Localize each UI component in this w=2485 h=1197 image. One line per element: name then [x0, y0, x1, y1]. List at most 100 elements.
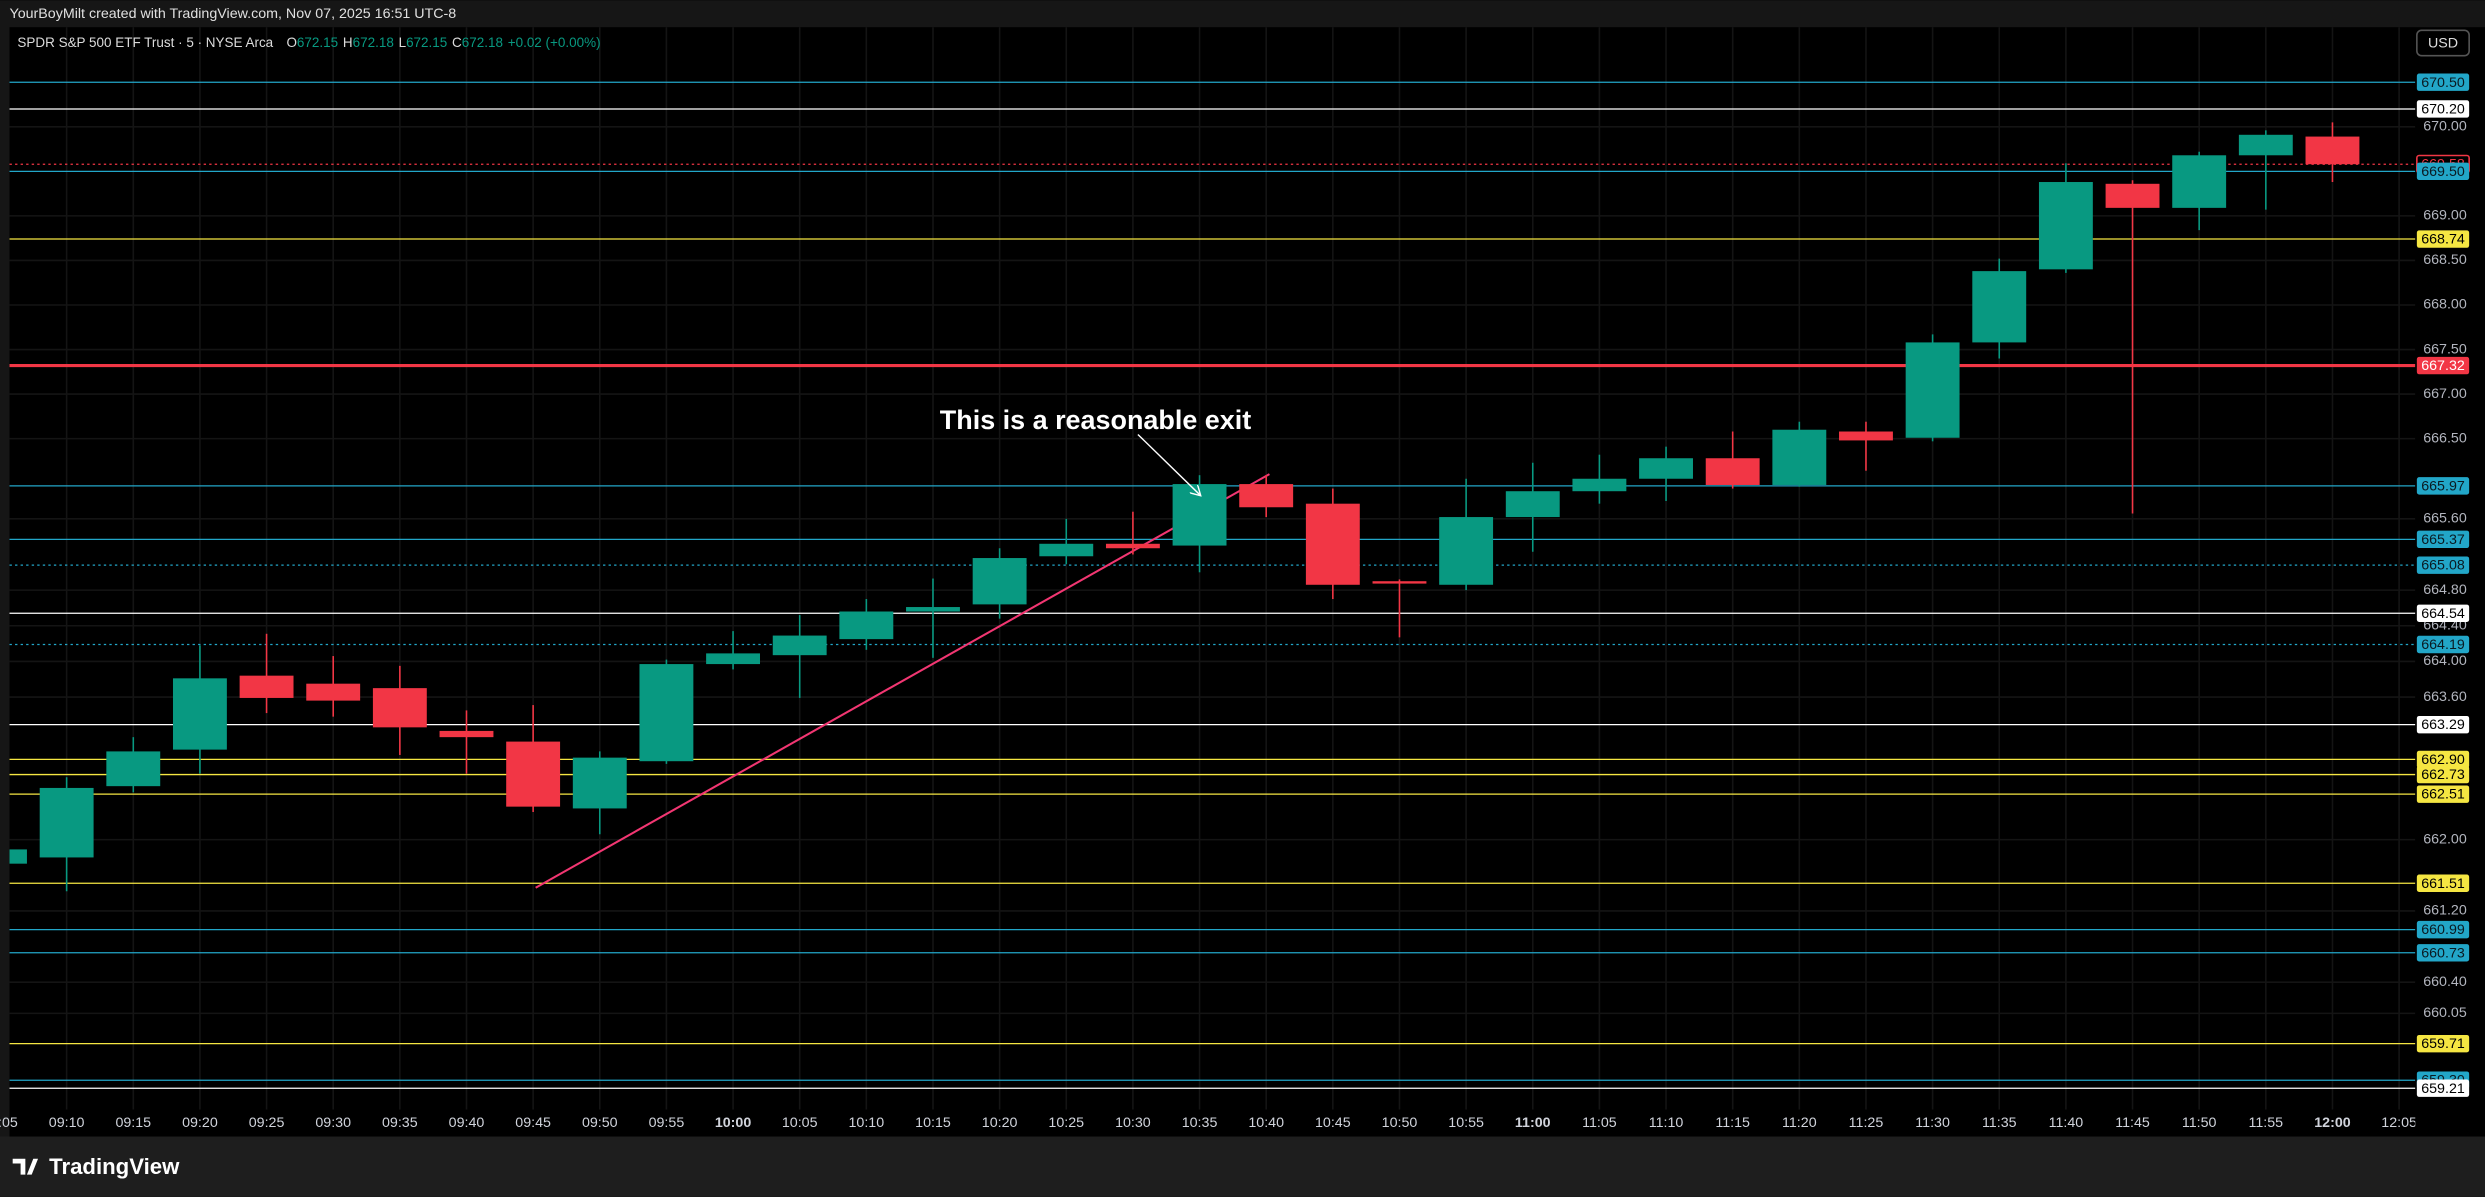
- level-label: 669.50: [2421, 164, 2465, 180]
- candle-body: [1772, 429, 1827, 485]
- candle-body: [972, 558, 1027, 605]
- level-label: 667.32: [2421, 358, 2465, 374]
- level-label-bg: [2416, 874, 2470, 892]
- candle-body: [2105, 183, 2160, 208]
- candle-body: [439, 730, 494, 738]
- level-label: 665.08: [2421, 558, 2465, 574]
- level-label: 664.19: [2421, 637, 2465, 653]
- x-tick-label: 09:25: [249, 1115, 285, 1131]
- level-label-bg: [2416, 530, 2470, 549]
- annotation-arrow: [1137, 433, 1200, 494]
- level-label: 661.51: [2421, 876, 2465, 892]
- x-tick-label: 10:45: [1315, 1115, 1351, 1131]
- level-label: 662.90: [2421, 752, 2465, 768]
- x-tick-label: 12:00: [2314, 1115, 2351, 1131]
- candle-body: [772, 635, 827, 656]
- candle-body: [639, 664, 694, 762]
- level-label-bg: [2416, 785, 2470, 803]
- candle-body: [506, 741, 561, 807]
- candle-body: [172, 678, 227, 750]
- x-tick-label: 11:50: [2182, 1115, 2217, 1131]
- y-tick-label: 661.20: [2423, 903, 2467, 919]
- x-tick-label: 11:30: [1915, 1115, 1950, 1131]
- candle-body: [2172, 155, 2227, 208]
- x-tick-label: 09:45: [515, 1115, 551, 1131]
- currency[interactable]: USD: [2428, 36, 2458, 52]
- x-tick-label: 10:40: [1248, 1115, 1284, 1131]
- y-tick-label: 662.00: [2423, 831, 2467, 847]
- level-label-bg: [2416, 1034, 2470, 1053]
- x-tick-label: 11:45: [2115, 1115, 2150, 1131]
- x-tick-label: 09:15: [115, 1115, 151, 1131]
- x-tick-label: 10:55: [1448, 1115, 1484, 1131]
- x-tick-label: 11:10: [1649, 1115, 1684, 1131]
- candle-body: [9, 849, 27, 864]
- y-tick-label: 668.50: [2423, 252, 2467, 268]
- candle-body: [706, 653, 761, 665]
- x-tick-label: 11:25: [1849, 1115, 1884, 1131]
- level-label: 659.71: [2421, 1036, 2465, 1052]
- level-label: 663.29: [2421, 717, 2465, 733]
- ohlc-key: O: [286, 35, 296, 50]
- legend: SPDR S&P 500 ETF Trust · 5 · NYSE Arca O…: [17, 35, 600, 50]
- candle-body: [372, 688, 427, 728]
- y-tick-label: 668.00: [2423, 297, 2467, 313]
- y-tick-label: 667.50: [2423, 341, 2467, 357]
- x-tick-label: 10:05: [782, 1115, 818, 1131]
- currency-button[interactable]: [2416, 29, 2470, 57]
- candle-body: [1172, 484, 1227, 546]
- candle-body: [306, 683, 361, 701]
- level-label: 662.51: [2421, 787, 2465, 803]
- x-tick-label: 09:20: [182, 1115, 218, 1131]
- y-tick-label: 670.00: [2423, 119, 2467, 135]
- x-tick-label: 09:05: [0, 1115, 18, 1131]
- y-tick-label: 664.80: [2423, 582, 2467, 598]
- level-label: 670.20: [2421, 102, 2465, 118]
- candle-body: [106, 751, 161, 787]
- x-tick-label: 10:50: [1382, 1115, 1418, 1131]
- candle-body: [2038, 182, 2093, 270]
- ohlc-value: 672.18: [462, 35, 503, 50]
- x-tick-label: 12:05: [2381, 1115, 2417, 1131]
- trend-line: [535, 473, 1270, 889]
- change: +0.02 (+0.00%): [508, 35, 601, 50]
- level-label: 665.97: [2421, 478, 2465, 494]
- level-label-bg: [2416, 1079, 2470, 1097]
- level-label: 660.73: [2421, 945, 2465, 961]
- y-tick-label: 663.60: [2423, 689, 2467, 705]
- level-label: 670.50: [2421, 75, 2465, 91]
- symbol-title: SPDR S&P 500 ETF Trust · 5 · NYSE Arca: [17, 35, 273, 50]
- level-label-bg: [2416, 635, 2470, 654]
- candle-body: [1639, 458, 1693, 479]
- candle-body: [1905, 342, 1960, 438]
- level-label-bg: [2416, 944, 2470, 962]
- logo: [12, 1158, 39, 1175]
- x-tick-label: 10:25: [1048, 1115, 1084, 1131]
- x-tick-label: 11:20: [1782, 1115, 1817, 1131]
- level-label-bg: [2416, 100, 2470, 118]
- level-label-bg: [2416, 920, 2470, 939]
- y-axis: 670.00 669.00 668.50 668.00 667.50 667.00 666.…: [2416, 73, 2470, 1097]
- x-tick-label: 10:10: [849, 1115, 885, 1131]
- level-label-bg: [2416, 230, 2470, 248]
- candle-body: [839, 611, 894, 640]
- level-label-bg: [2416, 73, 2470, 91]
- y-tick-label: 667.00: [2423, 386, 2467, 402]
- annotation: This is a reasonable exit: [940, 405, 1251, 435]
- level-label-bg: [2416, 750, 2470, 769]
- candle-body: [239, 675, 294, 698]
- candle-body: [1439, 517, 1494, 585]
- level-label-bg: [2416, 162, 2470, 181]
- y-tick-label: 664.00: [2423, 653, 2467, 669]
- candle-body: [1972, 271, 2027, 343]
- y-tick-label: 665.60: [2423, 511, 2467, 527]
- x-tick-label: 11:15: [1715, 1115, 1750, 1131]
- x-tick-label: 10:35: [1182, 1115, 1218, 1131]
- x-tick-label: 10:20: [982, 1115, 1018, 1131]
- level-label: 662.73: [2421, 767, 2465, 783]
- y-tick-label: 666.50: [2423, 430, 2467, 446]
- candle-body: [1705, 458, 1760, 485]
- level-label: 664.54: [2421, 606, 2465, 622]
- x-tick-label: 11:00: [1515, 1115, 1551, 1131]
